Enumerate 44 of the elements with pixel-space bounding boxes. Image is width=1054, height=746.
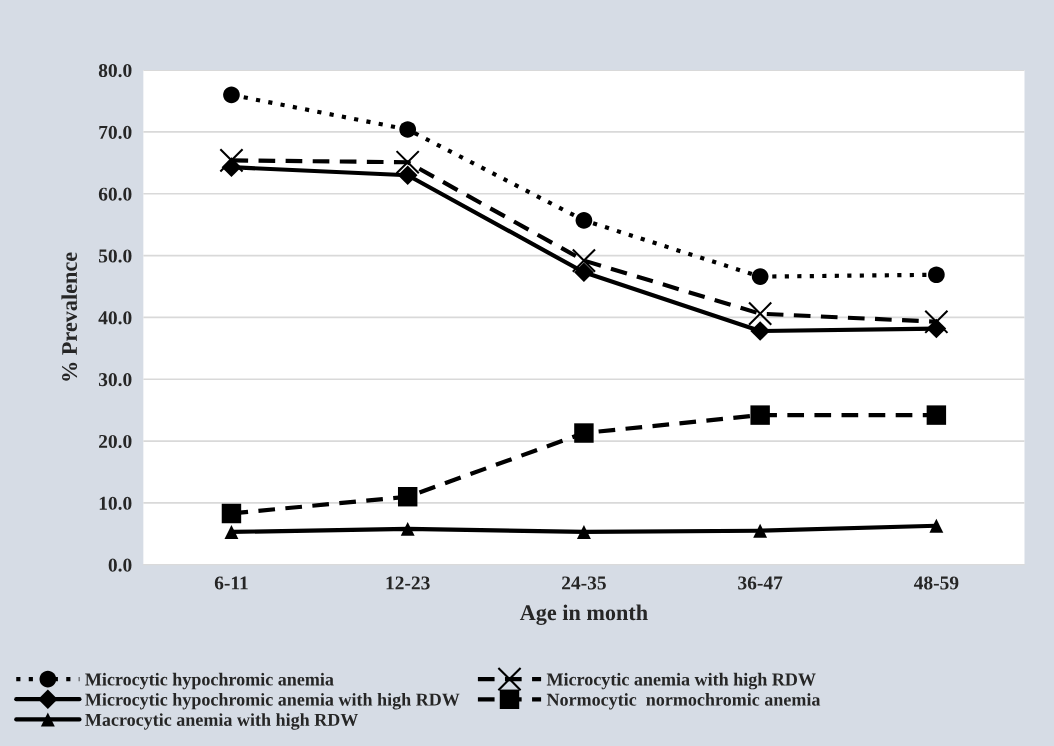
point: [224, 525, 239, 539]
point: [750, 405, 770, 425]
point: [219, 148, 244, 173]
point: [928, 266, 945, 284]
y-tick-label: 10.0: [99, 496, 132, 510]
point: [571, 248, 597, 273]
point: [397, 165, 418, 186]
point: [400, 521, 415, 536]
point: [576, 525, 591, 539]
y-tick-label: 70.0: [99, 125, 132, 139]
point: [223, 86, 240, 104]
x-tick-label: 48-59: [913, 576, 959, 590]
point: [929, 518, 944, 533]
y-tick-label: 30.0: [98, 373, 132, 387]
y-tick-label: 0.0: [108, 558, 132, 572]
point: [924, 309, 949, 334]
y-axis-title: % Prevalence: [61, 252, 78, 381]
y-tick-label: 20.0: [99, 434, 132, 449]
point: [747, 301, 773, 326]
point: [751, 268, 769, 285]
y-tick-label: 50.0: [98, 249, 132, 263]
point: [399, 121, 417, 138]
x-tick-label: 6-11: [214, 576, 248, 590]
y-tick-label: 80.0: [98, 63, 132, 78]
legend-label: Microcytic anemia with high RDW: [546, 672, 816, 690]
legend-label: Normocytic normochromic anemia: [546, 693, 821, 710]
y-tick-label: 60.0: [98, 187, 132, 201]
legend-label: Microcytic hypochromic anemia: [85, 672, 334, 690]
x-tick-label: 24-35: [562, 576, 606, 590]
point: [750, 321, 770, 341]
x-axis-title: Age in month: [519, 604, 648, 625]
point: [753, 523, 768, 538]
y-tick-label: 40.0: [98, 311, 132, 325]
point: [574, 423, 594, 443]
point: [926, 405, 947, 425]
point: [221, 503, 242, 524]
x-tick-label: 12-23: [386, 576, 430, 590]
point: [395, 150, 420, 175]
x-tick-label: 36-47: [738, 576, 783, 590]
legend-label: Microcytic hypochromic anemia with high RDW: [85, 693, 460, 710]
legend-label: Macrocytic anemia with high RDW: [85, 713, 359, 730]
point: [397, 486, 418, 507]
point: [574, 262, 594, 283]
point: [575, 212, 593, 229]
